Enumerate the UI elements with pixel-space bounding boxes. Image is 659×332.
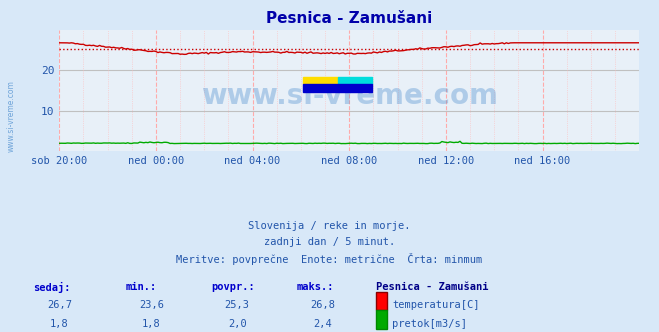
Text: 26,7: 26,7 xyxy=(47,300,72,310)
Text: 26,8: 26,8 xyxy=(310,300,335,310)
Text: zadnji dan / 5 minut.: zadnji dan / 5 minut. xyxy=(264,237,395,247)
Text: 23,6: 23,6 xyxy=(139,300,164,310)
Text: Meritve: povprečne  Enote: metrične  Črta: minmum: Meritve: povprečne Enote: metrične Črta:… xyxy=(177,253,482,265)
Title: Pesnica - Zamušani: Pesnica - Zamušani xyxy=(266,11,432,26)
Text: temperatura[C]: temperatura[C] xyxy=(392,300,480,310)
Text: maks.:: maks.: xyxy=(297,282,334,292)
Text: 25,3: 25,3 xyxy=(225,300,250,310)
Bar xyxy=(337,77,372,84)
Text: sedaj:: sedaj: xyxy=(33,282,71,293)
Text: povpr.:: povpr.: xyxy=(211,282,254,292)
Text: Slovenija / reke in morje.: Slovenija / reke in morje. xyxy=(248,221,411,231)
Text: 2,4: 2,4 xyxy=(314,319,332,329)
Text: Pesnica - Zamušani: Pesnica - Zamušani xyxy=(376,282,488,292)
Text: min.:: min.: xyxy=(125,282,156,292)
Bar xyxy=(303,77,337,84)
Text: www.si-vreme.com: www.si-vreme.com xyxy=(201,82,498,111)
Bar xyxy=(303,84,337,92)
Text: 2,0: 2,0 xyxy=(228,319,246,329)
Bar xyxy=(337,84,372,92)
Text: 1,8: 1,8 xyxy=(50,319,69,329)
Text: www.si-vreme.com: www.si-vreme.com xyxy=(7,80,16,152)
Text: 1,8: 1,8 xyxy=(142,319,161,329)
Text: pretok[m3/s]: pretok[m3/s] xyxy=(392,319,467,329)
